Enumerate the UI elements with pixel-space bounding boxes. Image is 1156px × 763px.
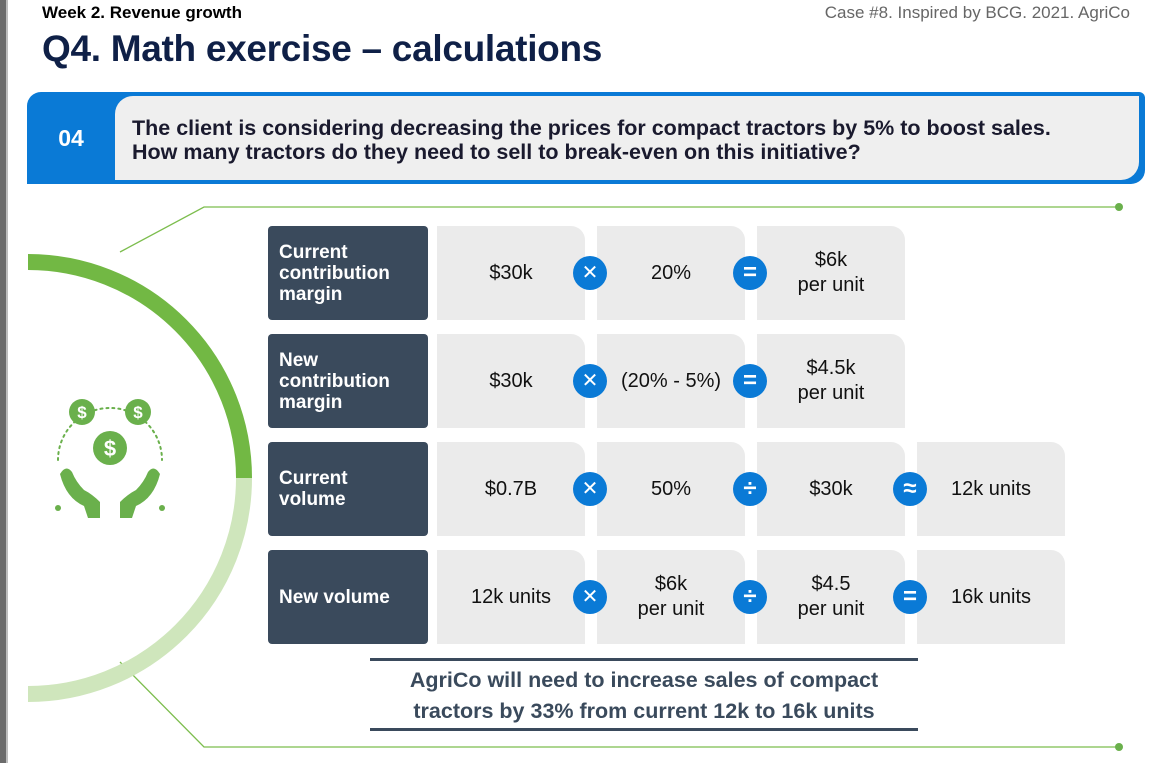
arc-dark [27, 254, 252, 479]
value-text: $4.5k [806, 357, 856, 379]
value-text: 12k units [950, 477, 1032, 500]
top-bracket-dot [1115, 203, 1123, 211]
row-label-line: New volume [279, 586, 390, 608]
divide-icon: ÷ [733, 580, 767, 614]
svg-text:$: $ [104, 436, 116, 461]
row-label-line: Current [279, 241, 348, 263]
row-label-line: margin [279, 283, 343, 305]
divide-icon: ÷ [733, 472, 767, 506]
row-label-line: New [279, 349, 319, 371]
value-cell: $6k per unit [757, 226, 905, 320]
left-edge-bar-light [6, 0, 8, 763]
bottom-bracket-line [119, 661, 1118, 748]
value-cell: 50% [597, 442, 745, 536]
multiply-icon: ✕ [573, 472, 607, 506]
equals-icon: = [733, 364, 767, 398]
multiply-icon: ✕ [573, 256, 607, 290]
value-text: $6k [654, 573, 688, 595]
svg-text:$: $ [77, 403, 87, 422]
value-cell: 12k units [437, 550, 585, 644]
conclusion-line: tractors by 33% from current 12k to 16k … [413, 699, 875, 723]
row-label-line: contribution [279, 262, 390, 284]
value-text: per unit [797, 274, 865, 296]
value-text: $30k [489, 261, 533, 284]
arc-light [27, 477, 252, 702]
multiply-icon: ✕ [573, 364, 607, 398]
row-label: New volume [268, 550, 428, 644]
value-cell: 12k units [917, 442, 1065, 536]
question-text-box [115, 96, 1139, 180]
value-text: $30k [809, 477, 853, 500]
value-text: $0.7B [484, 477, 538, 500]
week-label: Week 2. Revenue growth [42, 3, 242, 22]
question-text: The client is considering decreasing the… [132, 116, 1142, 164]
value-text: (20% - 5%) [620, 369, 722, 392]
value-cell: (20% - 5%) [597, 334, 745, 428]
value-text: $6k [814, 249, 848, 271]
row-label: Current volume [268, 442, 428, 536]
value-text: 12k units [470, 585, 552, 608]
row-label: Current contribution margin [268, 226, 428, 320]
row-label-line: margin [279, 391, 343, 413]
approx-icon: ≈ [893, 472, 927, 506]
multiply-icon: ✕ [573, 580, 607, 614]
row-label-line: contribution [279, 370, 390, 392]
value-cell: $6k per unit [597, 550, 745, 644]
value-cell: $30k [757, 442, 905, 536]
svg-text:$: $ [133, 403, 143, 422]
money-hands-icon: $ $ $ [55, 399, 165, 518]
left-edge-bar [0, 0, 6, 763]
value-text: per unit [797, 598, 865, 620]
conclusion-line: AgriCo will need to increase sales of co… [409, 668, 879, 692]
equals-icon: = [893, 580, 927, 614]
row-label-line: Current [279, 468, 348, 489]
equals-icon: = [733, 256, 767, 290]
value-cell: 16k units [917, 550, 1065, 644]
value-cell: $30k [437, 226, 585, 320]
value-text: $4.5 [811, 573, 851, 595]
value-text: 50% [650, 477, 692, 500]
value-text: per unit [637, 598, 705, 620]
row-label: New contribution margin [268, 334, 428, 428]
value-cell: $30k [437, 334, 585, 428]
case-label: Case #8. Inspired by BCG. 2021. AgriCo [824, 3, 1130, 22]
value-text: $30k [489, 369, 533, 392]
conclusion-box: AgriCo will need to increase sales of co… [370, 658, 918, 731]
row-label-line: volume [279, 489, 346, 510]
value-cell: 20% [597, 226, 745, 320]
value-text: per unit [797, 382, 865, 404]
question-text-line: How many tractors do they need to sell t… [132, 140, 861, 164]
value-cell: $4.5k per unit [757, 334, 905, 428]
question-number: 04 [58, 124, 84, 151]
value-text: 16k units [950, 585, 1032, 608]
question-text-line: The client is considering decreasing the… [132, 116, 1051, 140]
value-text: 20% [650, 261, 692, 284]
top-bracket-line [119, 206, 1118, 253]
bottom-bracket-dot [1115, 743, 1123, 751]
value-cell: $4.5 per unit [757, 550, 905, 644]
value-cell: $0.7B [437, 442, 585, 536]
page-title: Q4. Math exercise – calculations [42, 28, 603, 69]
